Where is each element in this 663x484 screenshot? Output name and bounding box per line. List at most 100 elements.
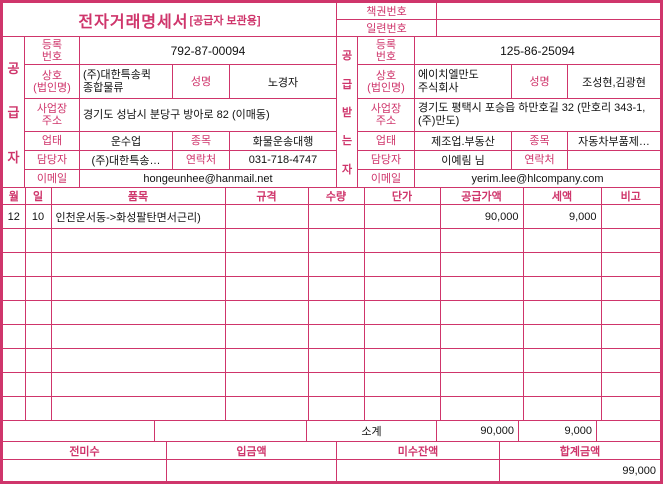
buyer-biz-item: 자동차부품제… <box>578 136 650 148</box>
items-header-row: 월 일 품목 규격 수량 단가 공급가액 세액 비고 <box>3 188 660 205</box>
item-row-empty <box>3 300 660 325</box>
item-supply-amount: 90,000 <box>439 204 524 229</box>
biz-item-label: 종목 <box>173 132 230 150</box>
reg-number-label: 등록 번호 <box>358 37 415 64</box>
supplier-email-row: 이메일 hongeunhee@hanmail.net <box>25 170 336 187</box>
buyer-reg-row: 등록 번호 125-86-25094 <box>358 37 660 65</box>
empty-cell <box>3 396 26 421</box>
supplier-side-label: 공 급 자 <box>3 37 25 187</box>
empty-cell <box>522 324 602 349</box>
empty-cell <box>363 300 441 325</box>
buyer-contact <box>568 151 660 169</box>
empty-cell <box>50 252 226 277</box>
col-qty: 수량 <box>307 188 365 205</box>
page-title-note: [공급자 보관용] <box>189 14 261 27</box>
totals-section: 전미수 입금액 미수잔액 합계금액 99,000 <box>3 442 660 481</box>
buyer-manager-row: 담당자 이예림 님 연락처 <box>358 151 660 170</box>
supplier-company-name: (주)대한특송퀵 종합물류 <box>80 65 173 98</box>
empty-cell <box>24 348 52 373</box>
supplier-address-row: 사업장 주소 경기도 성남시 분당구 방아로 82 (이매동) <box>25 99 336 132</box>
header-band: 전자거래명세서 [공급자 보관용] 책권번호 일련번호 <box>3 3 660 37</box>
empty-cell <box>307 300 365 325</box>
reg-number-label: 등록 번호 <box>25 37 80 64</box>
supplier-contact: 031-718-4747 <box>248 154 318 166</box>
supplier-side-char: 자 <box>7 150 20 166</box>
supplier-reg-number: 792-87-00094 <box>170 43 246 58</box>
col-supply-amount: 공급가액 <box>439 188 524 205</box>
empty-cell <box>3 348 26 373</box>
empty-cell <box>363 276 441 301</box>
buyer-email: yerim.lee@hlcompany.com <box>471 172 604 185</box>
empty-cell <box>224 372 309 397</box>
empty-cell <box>439 324 524 349</box>
empty-cell <box>439 396 524 421</box>
subtotal-blank-cell <box>155 421 307 441</box>
deposit-value <box>167 460 337 481</box>
address-label: 사업장 주소 <box>25 99 80 131</box>
col-unit-price: 단가 <box>363 188 441 205</box>
prev-balance-value <box>3 460 167 481</box>
prev-balance-label: 전미수 <box>3 442 167 459</box>
name-label: 성명 <box>173 65 230 98</box>
empty-cell <box>600 324 660 349</box>
grand-total-label: 합계금액 <box>559 445 601 458</box>
buyer-side-label: 공 급 받 는 자 <box>337 37 358 187</box>
serial-number-row: 일련번호 <box>337 20 660 36</box>
subtotal-label: 소계 <box>307 421 437 441</box>
empty-cell <box>522 300 602 325</box>
empty-cell <box>600 252 660 277</box>
grand-total-value: 99,000 <box>622 464 656 477</box>
empty-cell <box>439 276 524 301</box>
serial-number-label: 일련번호 <box>337 20 437 36</box>
empty-cell <box>307 228 365 253</box>
parties-band: 공 급 자 등록 번호 792-87-00094 상호 (법인명) (주)대한특… <box>3 37 660 188</box>
supplier-address: 경기도 성남시 분당구 방아로 82 (이매동) <box>83 108 270 121</box>
empty-cell <box>363 324 441 349</box>
item-row-empty <box>3 396 660 421</box>
col-note: 비고 <box>600 188 660 205</box>
biz-type-label: 업태 <box>358 132 415 150</box>
buyer-biz-row: 업태 제조업.부동산 종목 자동차부품제… <box>358 132 660 151</box>
item-row-empty <box>3 348 660 373</box>
supplier-email: hongeunhee@hanmail.net <box>143 172 273 185</box>
item-note <box>600 204 660 229</box>
supplier-reg-row: 등록 번호 792-87-00094 <box>25 37 336 65</box>
subtotal-supply-amount: 90,000 <box>437 421 519 441</box>
empty-cell <box>224 300 309 325</box>
item-row-empty <box>3 252 660 277</box>
empty-cell <box>363 228 441 253</box>
empty-cell <box>50 300 226 325</box>
outstanding-label: 미수잔액 <box>337 442 500 459</box>
supplier-biz-item: 화물운송대행 <box>252 136 314 148</box>
empty-cell <box>24 396 52 421</box>
supplier-manager-row: 담당자 (주)대한특송… 연락처 031-718-4747 <box>25 151 336 170</box>
contact-label: 연락처 <box>512 151 568 169</box>
empty-cell <box>600 348 660 373</box>
subtotal-tax: 9,000 <box>519 421 597 441</box>
empty-cell <box>522 228 602 253</box>
empty-cell <box>50 372 226 397</box>
empty-cell <box>50 396 226 421</box>
item-row-empty <box>3 324 660 349</box>
empty-cell <box>3 252 26 277</box>
doc-number-box: 책권번호 일련번호 <box>337 3 660 36</box>
empty-cell <box>3 276 26 301</box>
empty-cell <box>24 228 52 253</box>
empty-cell <box>522 348 602 373</box>
biz-item-label: 종목 <box>512 132 568 150</box>
empty-cell <box>439 228 524 253</box>
empty-cell <box>50 276 226 301</box>
empty-cell <box>307 276 365 301</box>
empty-cell <box>439 300 524 325</box>
empty-cell <box>224 228 309 253</box>
empty-cell <box>522 372 602 397</box>
empty-cell <box>224 276 309 301</box>
buyer-manager: 이예림 님 <box>415 151 512 169</box>
contact-label: 연락처 <box>173 151 230 169</box>
buyer-side-char: 급 <box>341 78 353 91</box>
empty-cell <box>224 324 309 349</box>
book-number-value <box>437 3 660 19</box>
empty-cell <box>50 228 226 253</box>
buyer-rows: 등록 번호 125-86-25094 상호 (법인명) 에이치엘만도 주식회사 … <box>358 37 660 187</box>
outstanding-value <box>337 460 500 481</box>
